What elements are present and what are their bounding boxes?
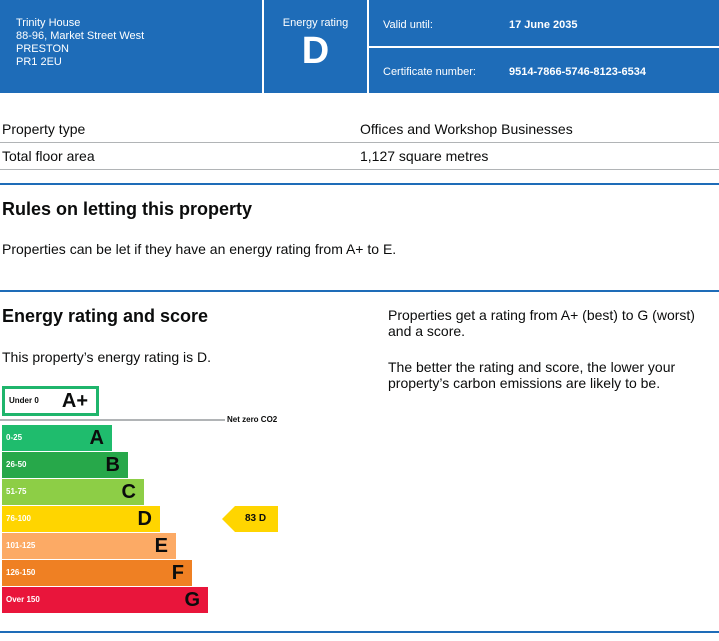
band-range: 0-25 [6,433,23,442]
band: Under 0 A+ [2,386,99,416]
address-line: PR1 2EU [16,56,62,68]
band-letter: D [137,508,152,530]
divider [0,169,719,170]
net-zero-label: Net zero CO2 [227,415,278,424]
address-line: PRESTON [16,43,69,55]
row-value: 1,127 square metres [360,148,489,164]
band-letter: F [171,562,184,584]
band: 101-125 E [2,533,176,559]
net-zero-line [0,419,225,421]
current-arrow [222,506,278,532]
band: Over 150 G [2,587,208,613]
cert-number: 9514-7866-5746-8123-6534 [509,66,647,78]
row-label: Property type [2,121,86,137]
cert-panel [369,48,719,93]
address-line: Trinity House [16,17,81,29]
address-panel [0,0,262,93]
valid-panel [369,0,719,46]
section-rule [0,290,719,292]
cert-label: Certificate number: [383,66,476,78]
band: 51-75 C [2,479,144,505]
note: Properties get a rating from A+ (best) t… [388,307,695,339]
band: 126-150 F [2,560,192,586]
current-rating: 83 D [245,513,266,524]
paragraph: This property’s energy rating is D. [2,349,212,365]
rating-label: Energy rating [282,17,349,29]
band-range: 101-125 [6,541,36,550]
band-letter: C [121,481,136,503]
address-line: 88-96, Market Street West [16,30,145,42]
note: The better the rating and score, the low… [388,359,676,391]
section-title: Rules on letting this property [2,199,253,219]
band-range: 26-50 [6,460,27,469]
row-value: Offices and Workshop Businesses [360,121,573,137]
band: 26-50 B [2,452,128,478]
band-letter: A [89,427,104,449]
band-range: 51-75 [6,487,27,496]
valid-until: 17 June 2035 [509,19,578,31]
section-rule [0,183,719,185]
paragraph: Properties can be let if they have an en… [2,241,397,257]
address: Trinity House 88-96, Market Street West … [16,17,144,69]
band-range: Over 150 [6,595,40,604]
band-range: 126-150 [6,568,36,577]
current-score: 83 [245,513,257,524]
arrow-shape [222,506,278,532]
section-title: Energy rating and score [2,306,209,326]
current-letter: D [258,513,267,524]
section-rule [0,631,719,633]
band-letter: A+ [61,390,88,412]
rating: D [301,30,330,72]
row-label: Total floor area [2,148,95,164]
band: 0-25 A [2,425,112,451]
band-letter: B [105,454,120,476]
band-letter: G [184,589,200,611]
band: 76-100 D [2,506,160,532]
valid-label: Valid until: [383,19,433,31]
band-range: 76-100 [6,514,31,523]
band-range: Under 0 [9,396,39,405]
rating-panel [264,0,367,93]
divider [0,142,719,143]
band-letter: E [154,535,168,557]
